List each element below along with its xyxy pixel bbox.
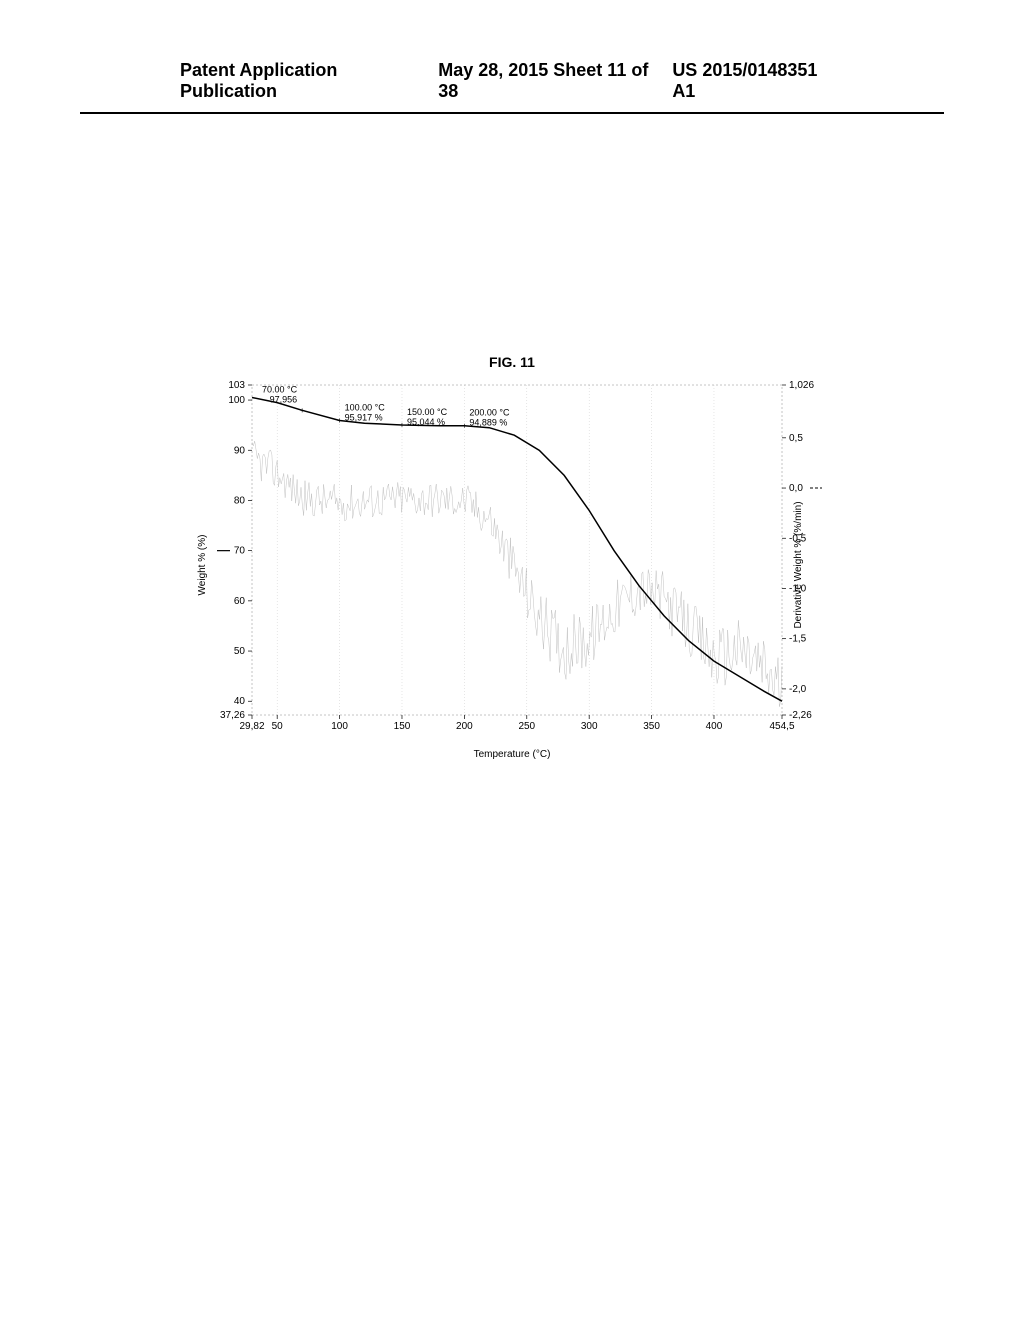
svg-text:97,956: 97,956 xyxy=(270,394,298,404)
tga-chart: Weight % (%) Derivative Weight % (%/min)… xyxy=(202,375,822,755)
header-center: May 28, 2015 Sheet 11 of 38 xyxy=(438,60,672,102)
svg-text:60: 60 xyxy=(234,596,246,607)
svg-text:100.00 °C: 100.00 °C xyxy=(345,403,386,413)
svg-text:50: 50 xyxy=(234,646,246,657)
x-axis-label: Temperature (°C) xyxy=(474,749,551,760)
svg-text:103: 103 xyxy=(228,380,245,391)
header-left: Patent Application Publication xyxy=(180,60,438,102)
svg-text:350: 350 xyxy=(643,721,660,732)
svg-text:29,82: 29,82 xyxy=(239,721,264,732)
y-axis-left-label: Weight % (%) xyxy=(197,535,208,596)
svg-text:-1,5: -1,5 xyxy=(789,634,807,645)
svg-text:-2,26: -2,26 xyxy=(789,710,812,721)
svg-text:94,889 %: 94,889 % xyxy=(469,418,507,428)
y-axis-right-label: Derivative Weight % (%/min) xyxy=(793,501,804,628)
svg-text:40: 40 xyxy=(234,696,246,707)
svg-text:80: 80 xyxy=(234,495,246,506)
svg-text:1,026: 1,026 xyxy=(789,380,814,391)
page-header: Patent Application Publication May 28, 2… xyxy=(80,0,944,114)
svg-text:37,26: 37,26 xyxy=(220,710,245,721)
svg-text:95,917 %: 95,917 % xyxy=(345,413,383,423)
svg-text:150.00 °C: 150.00 °C xyxy=(407,407,448,417)
svg-text:150: 150 xyxy=(394,721,411,732)
svg-text:200: 200 xyxy=(456,721,473,732)
chart-svg: 29,82 50 100 150 200 250 300 350 400 454,5 37,26 40… xyxy=(202,375,822,755)
svg-text:100: 100 xyxy=(331,721,348,732)
header-right: US 2015/0148351 A1 xyxy=(672,60,844,102)
svg-text:454,5: 454,5 xyxy=(769,721,794,732)
svg-text:-2,0: -2,0 xyxy=(789,684,807,695)
svg-text:70.00 °C: 70.00 °C xyxy=(262,384,298,394)
figure-title: FIG. 11 xyxy=(0,354,1024,370)
svg-text:50: 50 xyxy=(272,721,284,732)
svg-text:250: 250 xyxy=(518,721,535,732)
svg-text:95,044 %: 95,044 % xyxy=(407,417,445,427)
svg-text:70: 70 xyxy=(234,546,246,557)
svg-text:100: 100 xyxy=(228,395,245,406)
svg-text:0,5: 0,5 xyxy=(789,433,803,444)
svg-text:90: 90 xyxy=(234,445,246,456)
svg-text:400: 400 xyxy=(706,721,723,732)
svg-text:300: 300 xyxy=(581,721,598,732)
svg-text:200.00 °C: 200.00 °C xyxy=(469,408,510,418)
svg-text:0,0: 0,0 xyxy=(789,483,803,494)
